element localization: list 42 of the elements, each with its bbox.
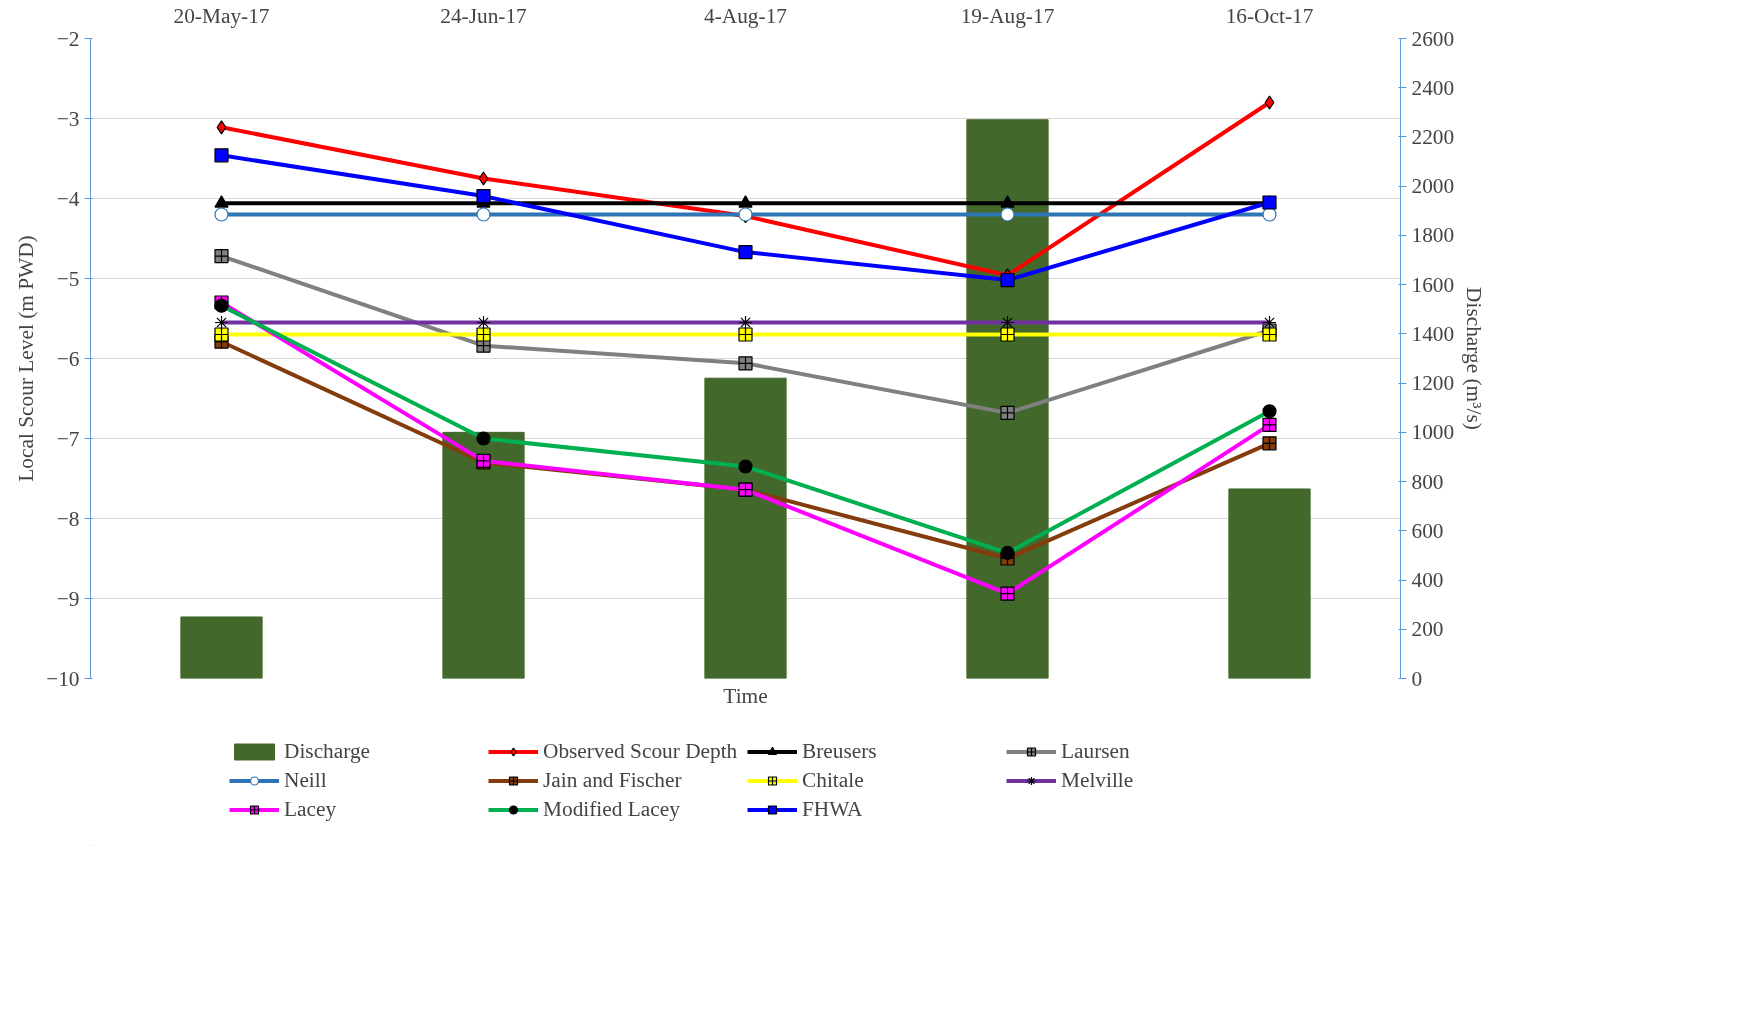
y-tick-label: −9 [56, 586, 80, 611]
legend-label: Lacey [284, 796, 338, 822]
legend-label: Breusers [802, 738, 878, 764]
y-tick-label: −4 [56, 186, 80, 211]
x-tick-label: 19-Aug-17 [960, 3, 1055, 28]
y-tick-label: −6 [56, 346, 80, 371]
y2-tick-label: 1400 [1411, 321, 1455, 346]
y-tick-label: −7 [56, 426, 80, 451]
y2-tick-label: 2200 [1411, 124, 1455, 149]
y2-tick-label: 0 [1411, 666, 1423, 691]
legend-label: Laursen [1061, 738, 1131, 764]
legend-label: Observed Scour Depth [543, 738, 739, 764]
y2-tick-label: 2000 [1411, 174, 1455, 199]
legend-label: Melville [1061, 767, 1135, 793]
y-tick-label: −5 [56, 266, 80, 291]
y2-tick-label: 600 [1411, 518, 1444, 543]
x-tick-label: 4-Aug-17 [704, 3, 788, 28]
y-axis-title: Local Scour Level (m PWD) [14, 235, 39, 482]
x-axis-title: Time [723, 683, 768, 708]
legend-label: Modified Lacey [543, 796, 681, 822]
legend-label: Neill [284, 767, 328, 793]
y-tick-label: −10 [46, 666, 80, 691]
y2-tick-label: 1800 [1411, 223, 1455, 248]
y-tick-label: −3 [56, 106, 80, 131]
y2-tick-label: 800 [1411, 469, 1444, 494]
y2-tick-label: 1200 [1411, 371, 1455, 396]
y2-tick-label: 200 [1411, 617, 1444, 642]
y2-tick-label: 1000 [1411, 420, 1455, 445]
y2-axis-title: Discharge (m³/s) [1462, 287, 1487, 430]
y2-tick-label: 1600 [1411, 272, 1455, 297]
y2-tick-label: 2400 [1411, 75, 1455, 100]
y2-tick-label: 2600 [1411, 26, 1455, 51]
y-tick-label: −8 [56, 506, 80, 531]
y2-tick-label: 400 [1411, 568, 1444, 593]
legend-label: FHWA [802, 796, 864, 822]
x-tick-label: 24-Jun-17 [440, 3, 528, 28]
x-tick-label: 20-May-17 [173, 3, 270, 28]
y-tick-label: −2 [56, 26, 80, 51]
x-tick-label: 16-Oct-17 [1225, 3, 1314, 28]
legend-label: Chitale [802, 767, 865, 793]
legend-label: Jain and Fischer [543, 767, 683, 793]
legend-label: Discharge [284, 738, 372, 764]
